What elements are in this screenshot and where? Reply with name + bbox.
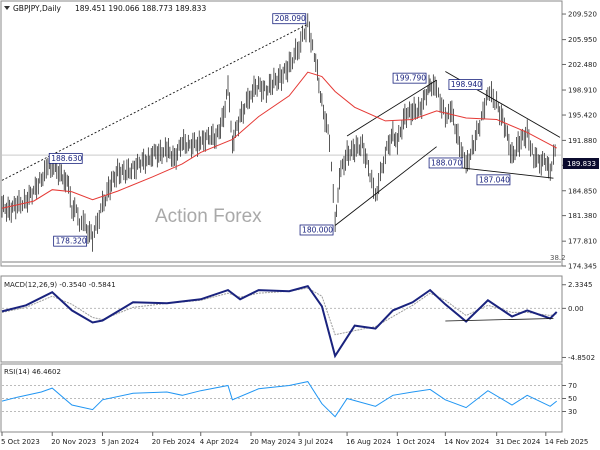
price-tick-label: 205.950 [568,36,597,44]
annotation-label: 178.320 [56,237,87,246]
x-tick-label: 20 Nov 2023 [51,438,96,446]
price-tick-label: 198.910 [568,87,597,95]
macd-trendline [445,318,554,322]
rsi-line [1,381,558,418]
fib-level-tag: 38.2 [550,254,566,262]
macd-tick-label: 2.3345 [568,281,593,289]
x-tick-label: 14 Feb 2025 [545,438,589,446]
axis-layer: 209.520 205.950 202.480 198.910 195.420 191.8… [1,11,597,446]
annotation-box [48,152,83,164]
ohlc-values: 189.451 190.066 188.773 189.833 [75,4,206,13]
last-price-tag-bg [563,158,599,169]
price-tick-label: 174.345 [568,263,597,271]
rsi-tick-label: 70 [568,382,577,390]
annotation-label: 188.630 [51,154,82,163]
last-price-tag: 189.833 [567,160,596,168]
annotation-label: 188.070 [431,158,462,167]
x-tick-label: 1 Oct 2024 [396,438,435,446]
annotation-box [53,235,88,247]
x-tick-label: 4 Apr 2024 [200,438,239,446]
price-tick-label: 177.810 [568,238,597,246]
annotation-label: 187.040 [479,175,510,184]
annotation-box [476,174,511,186]
wedge-lower-line [445,165,554,179]
channel-lower-line [334,146,437,226]
macd-signal-line [1,287,557,336]
moving-average-line [1,71,557,209]
rsi-layer [1,381,558,418]
macd-layer [1,284,558,359]
grid-lines [2,307,561,412]
rsi-tick-label: 50 [568,395,577,403]
x-tick-label: 3 Jul 2024 [298,438,334,446]
macd-tick-label: -4.8502 [568,354,595,362]
x-tick-label: 20 May 2024 [250,438,296,446]
symbol-title: GBPJPY,Daily [13,4,62,13]
macd-tick-label: 0.00 [568,305,584,313]
macd-panel-frame [0,275,563,363]
x-tick-label: 31 Dec 2024 [496,438,541,446]
x-tick-label: 14 Nov 2024 [444,438,489,446]
price-layer [1,13,561,263]
channel-upper-line [346,79,437,137]
macd-line [1,284,558,359]
x-tick-label: 5 Jan 2024 [101,438,139,446]
annotation-label: 198.940 [451,80,482,89]
annotation-box [299,224,334,236]
annotation-layer: 188.630 178.320 208.090 180.000 199.790 188.0… [48,13,511,247]
annotation-label: 180.000 [302,225,333,234]
rsi-title: RSI(14) 46.4602 [4,368,61,376]
x-tick-label: 16 Aug 2024 [346,438,391,446]
price-tick-label: 181.380 [568,212,597,220]
annotation-label: 199.790 [395,74,426,83]
watermark-text: Action Forex [155,206,262,227]
annotation-label: 208.090 [275,14,306,23]
rsi-tick-label: 30 [568,408,577,416]
price-tick-label: 195.420 [568,112,597,120]
annotation-box [272,13,307,25]
annotation-box [392,72,427,84]
x-tick-label: 20 Feb 2024 [152,438,196,446]
price-tick-label: 209.520 [568,11,597,19]
dotted-trendline [1,23,308,181]
price-tick-label: 184.850 [568,187,597,195]
price-panel-frame [0,0,563,267]
annotation-box [448,79,483,91]
macd-title: MACD(12,26,9) -0.3540 -0.5841 [4,281,116,289]
price-tick-label: 191.880 [568,137,597,145]
annotation-box [428,157,463,169]
x-tick-label: 5 Oct 2023 [1,438,40,446]
collapse-triangle-icon[interactable] [4,6,10,10]
price-tick-label: 202.480 [568,61,597,69]
